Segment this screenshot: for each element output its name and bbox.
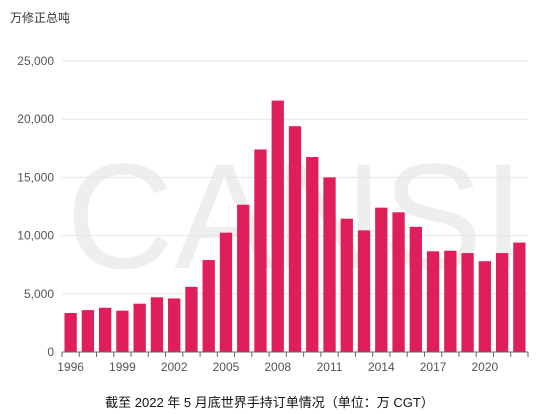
x-tick-label: 2005 — [213, 360, 240, 374]
bar-2016 — [409, 226, 422, 352]
x-tick-label: 1999 — [109, 360, 136, 374]
bar-2008 — [271, 100, 284, 352]
bar-2022 — [513, 242, 526, 352]
bar-1999 — [116, 310, 129, 352]
x-tick-label: 2008 — [264, 360, 291, 374]
bar-2009 — [288, 126, 302, 353]
bars — [64, 100, 526, 353]
bar-2012 — [340, 218, 353, 352]
bar-2018 — [444, 250, 457, 352]
x-tick-label: 2002 — [161, 360, 188, 374]
bar-1996 — [64, 313, 77, 352]
x-tick-label: 1996 — [57, 360, 84, 374]
bar-2001 — [150, 297, 164, 352]
x-axis: 1996 1999 2002 2005 2008 2011 2014 2017 2020 — [57, 351, 529, 374]
bar-2011 — [323, 177, 336, 352]
x-tick-label: 2014 — [368, 360, 395, 374]
y-tick-label: 10,000 — [17, 229, 54, 243]
bar-2015 — [392, 212, 405, 352]
bar-1997 — [81, 310, 95, 352]
bar-2021 — [495, 253, 509, 352]
y-tick-label: 5,000 — [24, 287, 54, 301]
bar-2010 — [306, 157, 319, 352]
bar-2007 — [254, 149, 267, 352]
bar-2020 — [478, 261, 491, 352]
x-tick-label: 2020 — [472, 360, 499, 374]
bar-1998 — [99, 307, 112, 352]
bar-2017 — [426, 251, 440, 352]
y-axis-unit-label: 万修正总吨 — [10, 11, 71, 25]
y-tick-label: 15,000 — [17, 170, 54, 184]
bar-2014 — [375, 207, 388, 352]
y-tick-label: 0 — [47, 345, 54, 359]
bar-2002 — [168, 298, 181, 352]
bar-2000 — [133, 303, 146, 352]
x-tick-label: 2011 — [317, 360, 343, 374]
y-axis-tick-labels: 0 5,000 10,000 15,000 20,000 25,000 — [17, 54, 54, 359]
y-tick-label: 20,000 — [17, 112, 54, 126]
bar-2006 — [237, 204, 250, 352]
chart-caption: 截至 2022 年 5 月底世界手持订单情况（单位：万 CGT） — [105, 395, 434, 410]
bar-2005 — [219, 232, 233, 352]
bar-2003 — [185, 286, 198, 352]
x-tick-label: 2017 — [420, 360, 447, 374]
bar-2013 — [357, 230, 371, 352]
bar-2019 — [461, 253, 474, 352]
y-tick-label: 25,000 — [17, 54, 54, 68]
bar-2004 — [202, 260, 215, 352]
